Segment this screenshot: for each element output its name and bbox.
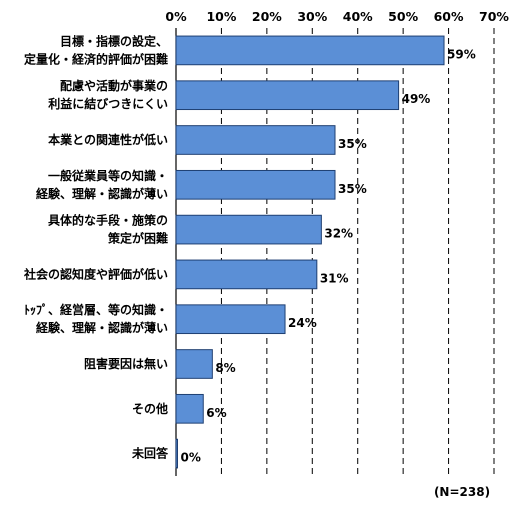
bar — [175, 259, 318, 290]
data-label: 31% — [320, 271, 349, 285]
data-label: 0% — [181, 451, 201, 465]
data-label: 32% — [324, 227, 353, 241]
category-label: 阻害要因は無い — [84, 356, 168, 371]
category-label: 一般従業員等の知識・ — [48, 168, 168, 183]
x-tick-label: 40% — [343, 9, 373, 24]
category-label: 社会の認知度や評価が低い — [23, 266, 168, 281]
bar — [175, 349, 213, 379]
bar — [175, 169, 336, 200]
category-label: 策定が困難 — [108, 231, 168, 246]
bar — [175, 438, 178, 469]
data-label: 49% — [402, 92, 431, 106]
category-label: 経験、理解・認識が薄い — [36, 320, 168, 335]
category-label: 利益に結びつきにくい — [48, 96, 168, 111]
x-tick-label: 30% — [297, 9, 327, 24]
bar — [175, 35, 445, 66]
category-label: 定量化・経済的評価が困難 — [24, 51, 168, 66]
category-label: 本業との関連性が低い — [48, 132, 168, 147]
bar — [175, 393, 204, 424]
x-tick-label: 60% — [434, 9, 464, 24]
category-label: 未回答 — [131, 446, 169, 461]
x-tick-label: 10% — [206, 9, 236, 24]
category-label: 具体的な手段・施策の — [48, 213, 168, 228]
x-tick-label: 70% — [479, 9, 509, 24]
data-label: 6% — [206, 406, 226, 420]
bar — [175, 304, 286, 335]
x-tick-label: 20% — [252, 9, 282, 24]
category-label: 配慮や活動が事業の — [60, 78, 168, 93]
category-label: その他 — [132, 401, 168, 416]
labels: 0% 10% 20% 30% 40% 50% 60% 70% 59% 目標・指標の設定、定量化・経… — [23, 9, 509, 465]
data-label: 59% — [447, 47, 476, 61]
data-label: 35% — [338, 137, 367, 151]
sample-size-note: (N=238) — [434, 485, 490, 499]
data-label: 24% — [288, 316, 317, 330]
bar — [175, 80, 400, 111]
category-label: 目標・指標の設定、 — [60, 33, 168, 48]
category-label: 経験、理解・認識が薄い — [36, 186, 168, 201]
bar — [175, 214, 322, 245]
x-tick-label: 50% — [388, 9, 418, 24]
bar — [175, 125, 336, 155]
data-label: 35% — [338, 182, 367, 196]
data-label: 8% — [215, 361, 235, 375]
category-label: ﾄｯﾌﾟ、経営層、等の知識・ — [24, 302, 168, 317]
x-tick-label: 0% — [165, 9, 187, 24]
bars — [175, 35, 445, 469]
